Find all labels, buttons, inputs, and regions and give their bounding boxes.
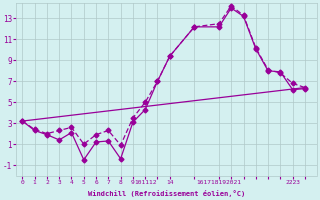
X-axis label: Windchill (Refroidissement éolien,°C): Windchill (Refroidissement éolien,°C): [88, 190, 245, 197]
